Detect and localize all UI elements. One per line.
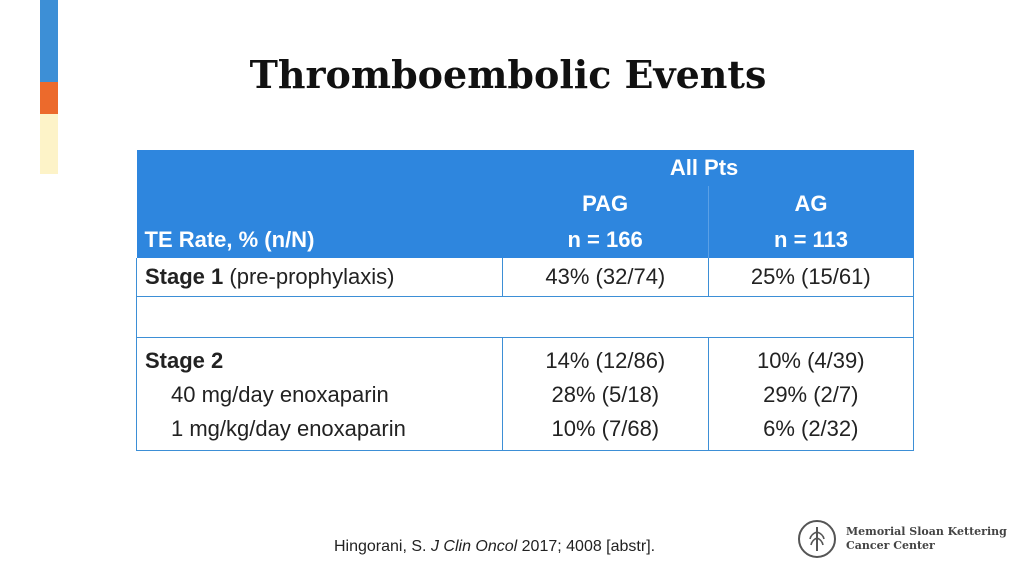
stage1-pag-value: 43% (32/74) (502, 258, 709, 297)
table-row-spacer (136, 296, 914, 338)
stage2-sub-label-1mgkg: 1 mg/kg/day enoxaparin (171, 416, 406, 441)
stage1-ag-value: 25% (15/61) (707, 258, 915, 297)
slide-title: Thromboembolic Events (249, 52, 767, 97)
te-rate-table: All Pts PAG AG TE Rate, % (n/N) n = 166 … (135, 150, 915, 451)
stage2-40mg-ag-value: 29% (2/7) (763, 382, 859, 407)
stage1-label: Stage 1 (pre-prophylaxis) (135, 258, 504, 297)
group-header-all-pts: All Pts (502, 150, 914, 186)
col-header-ag: AG (708, 186, 914, 222)
table-row-stage1: Stage 1 (pre-prophylaxis) 43% (32/74) 25… (135, 258, 915, 297)
col-header-pag-n: n = 166 (502, 222, 709, 258)
stage2-ag-values: 10% (4/39) 29% (2/7) 6% (2/32) (707, 337, 915, 451)
stage2-pag-values: 14% (12/86) 28% (5/18) 10% (7/68) (502, 337, 709, 451)
logo-line1: Memorial Sloan Kettering (846, 525, 1007, 538)
stage2-pag-value: 14% (12/86) (545, 348, 666, 373)
accent-bar-yellow (40, 114, 58, 174)
table-header-col-row: PAG AG (136, 186, 914, 222)
stage2-ag-value: 10% (4/39) (756, 348, 865, 373)
stage2-label: Stage 2 (145, 348, 224, 373)
citation-details: 2017; 4008 [abstr]. (521, 538, 656, 555)
citation-journal: J Clin Oncol (430, 538, 518, 555)
logo-line2: Cancer Center (846, 539, 935, 552)
mskcc-logo-icon (798, 520, 836, 558)
mskcc-logo-text: Memorial Sloan Kettering Cancer Center (846, 525, 1007, 553)
col-header-ag-n: n = 113 (708, 222, 914, 258)
stage2-1mgkg-pag-value: 10% (7/68) (551, 416, 660, 441)
citation-authors: Hingorani, S. (334, 538, 427, 555)
row-header-label: TE Rate, % (n/N) (136, 222, 503, 258)
stage1-label-rest: (pre-prophylaxis) (229, 264, 395, 289)
accent-bar-orange (40, 82, 58, 114)
stage2-40mg-pag-value: 28% (5/18) (551, 382, 660, 407)
stage2-1mgkg-ag-value: 6% (2/32) (763, 416, 859, 441)
citation: Hingorani, S. J Clin Oncol 2017; 4008 [a… (334, 538, 655, 556)
mskcc-logo: Memorial Sloan Kettering Cancer Center (798, 520, 1007, 558)
spacer-cell (136, 296, 914, 338)
table-header-group-row: All Pts (136, 150, 914, 186)
header-spacer-cell (136, 186, 503, 222)
header-empty-cell (136, 150, 503, 186)
table-row-stage2: Stage 2 40 mg/day enoxaparin 1 mg/kg/day… (135, 337, 915, 451)
stage2-sub-label-40mg: 40 mg/day enoxaparin (171, 382, 389, 407)
stage1-label-bold: Stage 1 (145, 264, 224, 289)
table-header-n-row: TE Rate, % (n/N) n = 166 n = 113 (136, 222, 914, 258)
col-header-pag: PAG (502, 186, 709, 222)
accent-bar-blue (40, 0, 58, 82)
stage2-labels: Stage 2 40 mg/day enoxaparin 1 mg/kg/day… (135, 337, 504, 451)
